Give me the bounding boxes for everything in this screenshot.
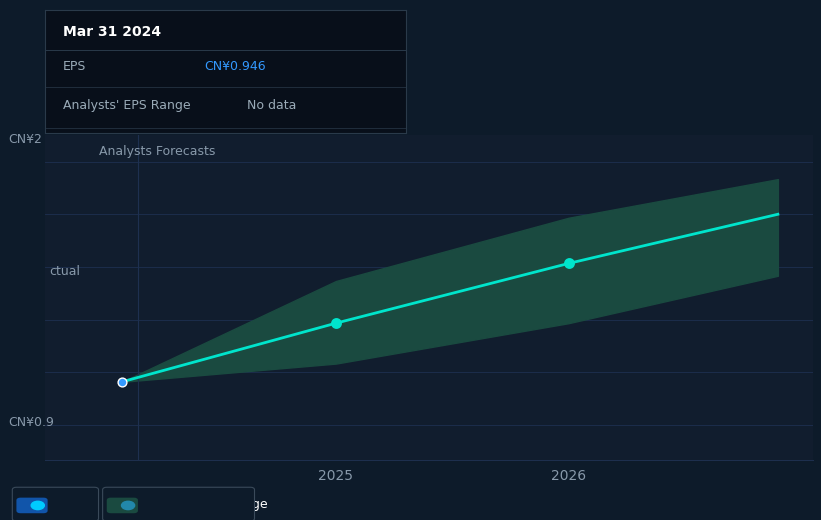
Point bbox=[329, 319, 342, 327]
Point bbox=[562, 259, 576, 268]
Text: EPS: EPS bbox=[63, 60, 86, 73]
Text: EPS: EPS bbox=[49, 498, 72, 511]
Text: No data: No data bbox=[247, 99, 297, 112]
Text: CN¥0.9: CN¥0.9 bbox=[8, 416, 54, 429]
Text: CN¥2: CN¥2 bbox=[8, 133, 42, 146]
Text: Analysts Forecasts: Analysts Forecasts bbox=[99, 145, 215, 158]
Text: Analysts' EPS Range: Analysts' EPS Range bbox=[63, 99, 190, 112]
Text: Mar 31 2024: Mar 31 2024 bbox=[63, 25, 162, 39]
Text: ctual: ctual bbox=[49, 265, 80, 278]
Point bbox=[116, 378, 129, 386]
Text: CN¥0.946: CN¥0.946 bbox=[204, 60, 266, 73]
Text: Analysts' EPS Range: Analysts' EPS Range bbox=[140, 498, 267, 511]
